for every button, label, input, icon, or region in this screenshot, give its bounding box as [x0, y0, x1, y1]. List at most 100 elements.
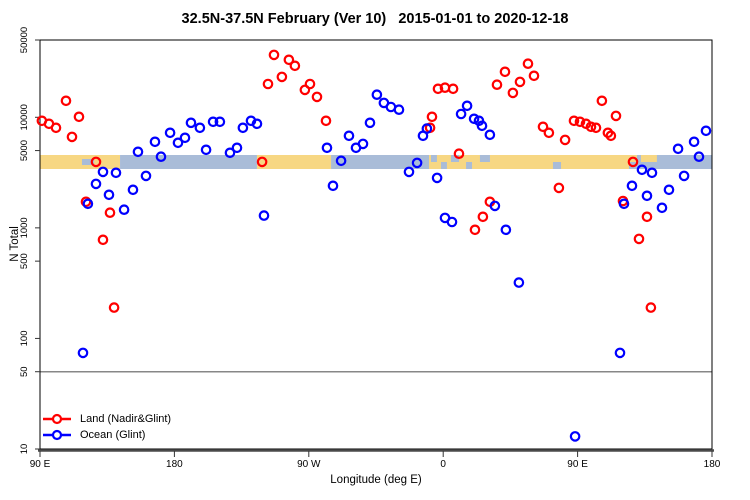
data-point-ocean — [343, 130, 355, 142]
x-tick-label: 90 E — [567, 459, 588, 470]
legend-circle — [51, 413, 63, 425]
data-point-land — [507, 87, 519, 99]
data-point-land — [543, 127, 555, 139]
data-point-land — [514, 76, 526, 88]
data-point-ocean — [194, 122, 206, 134]
data-point-ocean — [461, 100, 473, 112]
data-point-land — [104, 207, 116, 218]
data-point-land — [537, 121, 549, 133]
data-point-land — [447, 83, 459, 95]
data-point-land — [66, 131, 78, 143]
data-point-land — [568, 115, 580, 127]
data-point-ocean — [618, 198, 630, 210]
data-point-land — [641, 211, 653, 223]
map-band-ocean-segment — [331, 155, 430, 169]
data-point-ocean — [656, 202, 668, 214]
data-point-land — [477, 211, 489, 223]
data-point-land — [633, 233, 645, 245]
data-point-ocean — [103, 189, 115, 201]
data-point-land — [108, 302, 120, 313]
data-point-ocean — [132, 146, 144, 158]
data-point-land — [262, 78, 274, 90]
data-point-ocean — [335, 155, 347, 167]
data-point-ocean — [207, 116, 219, 128]
map-band-ocean-patch — [450, 155, 460, 162]
data-point-land — [97, 234, 109, 246]
map-band-ocean-patch — [552, 162, 562, 169]
data-point-land — [73, 111, 85, 123]
data-point-ocean — [678, 170, 690, 182]
data-point-ocean — [693, 151, 705, 162]
x-tick-label: 0 — [440, 459, 446, 470]
legend-label-land: Land (Nadir&Glint) — [80, 413, 172, 425]
data-point-ocean — [357, 138, 369, 150]
data-point-ocean — [118, 204, 130, 215]
data-point-ocean — [321, 142, 333, 154]
data-point-ocean — [327, 180, 339, 192]
data-point-land — [426, 111, 438, 123]
data-point-ocean — [636, 164, 648, 176]
data-point-ocean — [127, 184, 139, 196]
data-point-ocean — [185, 117, 197, 129]
data-point-ocean — [672, 143, 684, 155]
data-point-land — [528, 70, 540, 82]
data-point-ocean — [149, 136, 161, 148]
data-point-ocean — [411, 157, 423, 169]
data-point-land — [590, 122, 602, 134]
map-band-ocean-patch — [466, 162, 473, 169]
data-point-land — [299, 84, 311, 96]
data-point-ocean — [155, 151, 167, 162]
data-point-ocean — [626, 180, 638, 192]
data-point-ocean — [431, 172, 443, 184]
data-point-land — [559, 134, 571, 146]
data-point-ocean — [476, 120, 488, 132]
data-point-ocean — [97, 166, 109, 178]
data-point-land — [491, 79, 503, 90]
data-point-land — [605, 130, 617, 142]
data-point-ocean — [164, 127, 176, 139]
data-point-ocean — [200, 144, 212, 156]
data-point-ocean — [403, 166, 415, 178]
data-point-ocean — [90, 178, 102, 190]
x-tick-label: 180 — [166, 459, 183, 470]
data-point-ocean — [446, 216, 458, 228]
data-point-ocean — [179, 132, 191, 144]
map-band-ocean-patch — [479, 155, 490, 162]
data-point-ocean — [140, 170, 152, 182]
map-band-ocean-patch — [440, 162, 447, 169]
data-point-ocean — [77, 347, 89, 359]
data-point-land — [553, 182, 565, 194]
data-point-land — [596, 95, 608, 107]
data-point-ocean — [700, 125, 712, 137]
data-point-ocean — [224, 147, 236, 159]
y-tick-label: 5000 — [19, 140, 30, 161]
data-point-ocean — [231, 142, 243, 154]
data-point-ocean — [646, 167, 658, 179]
data-point-ocean — [172, 137, 184, 149]
x-axis-title: Longitude (deg E) — [330, 474, 422, 486]
data-point-land — [499, 66, 511, 78]
y-tick-label: 1000 — [19, 217, 30, 238]
data-point-land — [289, 60, 301, 72]
y-tick-label: 50 — [19, 366, 30, 377]
x-tick-label: 180 — [704, 459, 721, 470]
data-point-ocean — [513, 277, 525, 288]
map-band-land-segment — [256, 155, 332, 169]
data-point-land — [90, 156, 102, 168]
data-point-ocean — [663, 184, 675, 196]
data-point-ocean — [110, 167, 122, 179]
legend-item-ocean: Ocean (Glint) — [42, 427, 171, 443]
y-tick-label: 10000 — [19, 104, 30, 130]
map-band-land-segment — [40, 155, 121, 169]
data-point-land — [585, 121, 597, 133]
x-tick-label: 90 W — [297, 459, 321, 470]
data-point-land — [276, 71, 288, 83]
data-point-land — [574, 116, 586, 128]
data-point-land — [645, 302, 657, 313]
legend-marker-land-icon — [43, 413, 71, 425]
data-point-ocean — [371, 89, 383, 100]
data-point-ocean — [468, 113, 480, 125]
map-band-land-segment — [429, 155, 629, 169]
legend-label-ocean: Ocean (Glint) — [80, 429, 146, 441]
